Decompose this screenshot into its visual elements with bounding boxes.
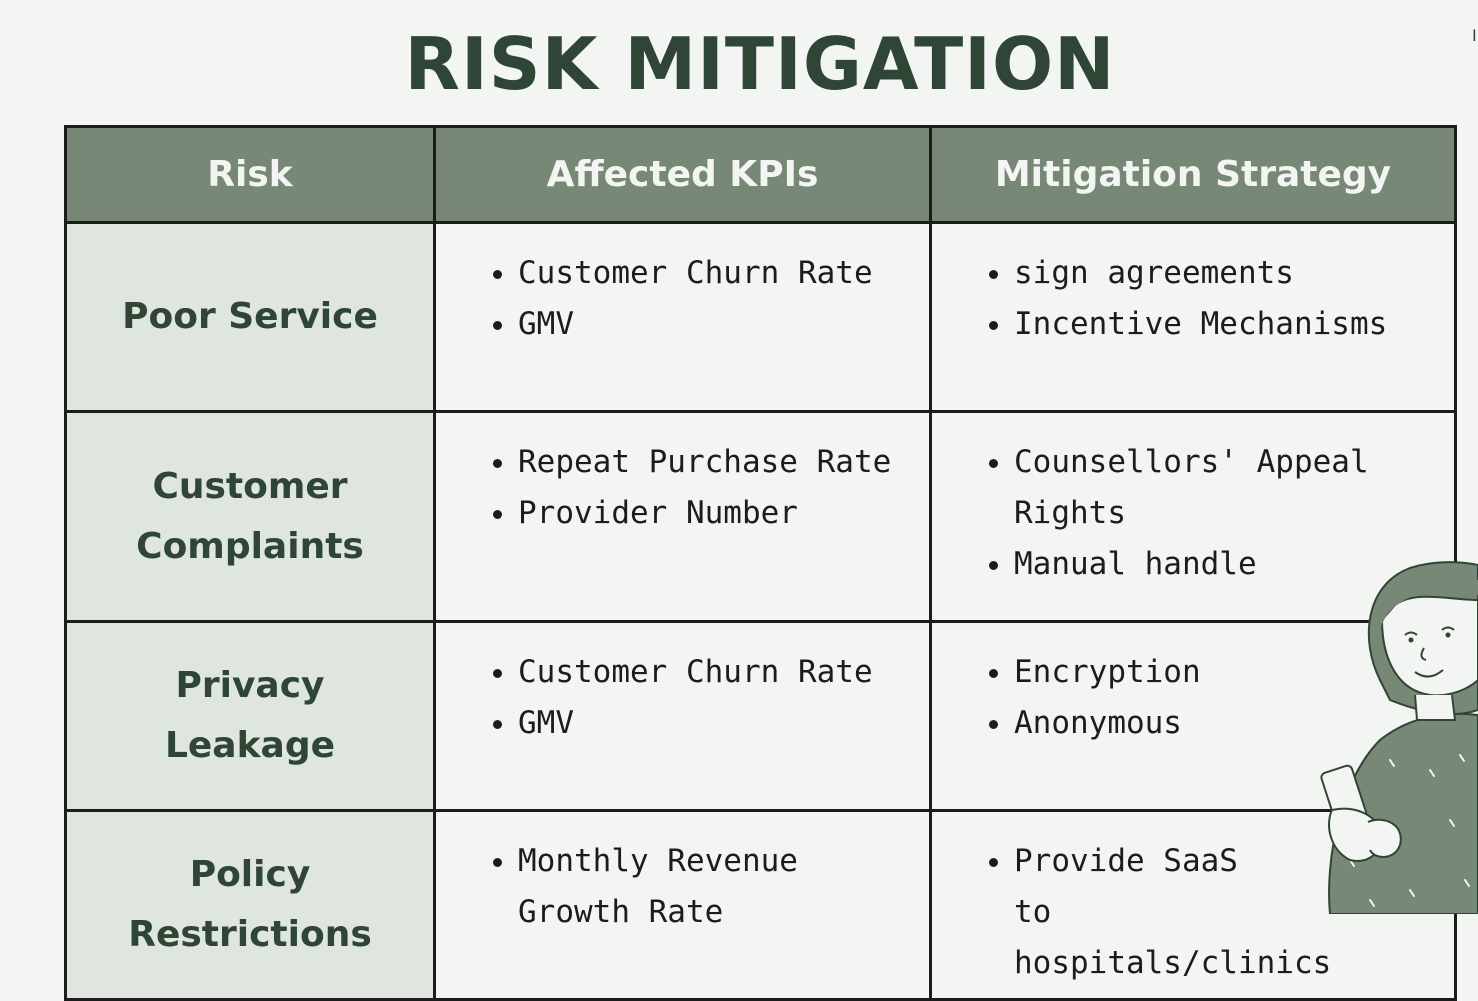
strategy-item: Incentive Mechanisms: [1014, 299, 1434, 350]
strategy-list: Counsellors' Appeal Rights Manual handle: [984, 437, 1434, 590]
strategy-item: Provide SaaS to hospitals/clinics: [1014, 836, 1331, 989]
page-title: RISK MITIGATION: [404, 22, 1116, 106]
kpi-cell: Customer Churn Rate GMV: [433, 620, 932, 812]
risk-name: Poor Service: [64, 221, 436, 413]
kpi-list: Monthly Revenue Growth Rate: [488, 836, 909, 938]
woman-reading-phone-illustration: [1320, 561, 1478, 914]
table-row: Poor Service Customer Churn Rate GMV sig…: [64, 221, 1457, 413]
table-header-row: Risk Affected KPIs Mitigation Strategy: [64, 125, 1457, 224]
kpi-item: Customer Churn Rate: [518, 248, 909, 299]
kpi-item: Repeat Purchase Rate: [518, 437, 909, 488]
kpi-item: Customer Churn Rate: [518, 647, 909, 698]
column-header-risk: Risk: [64, 125, 436, 224]
strategy-list: Encryption Anonymous: [984, 647, 1434, 749]
column-header-mitigation-strategy: Mitigation Strategy: [929, 125, 1457, 224]
kpi-cell: Repeat Purchase Rate Provider Number: [433, 410, 932, 623]
risk-mitigation-table: Risk Affected KPIs Mitigation Strategy P…: [64, 125, 1457, 1001]
table-row: Customer Complaints Repeat Purchase Rate…: [64, 410, 1457, 623]
strategy-item: Manual handle: [1014, 539, 1434, 590]
kpi-item: GMV: [518, 299, 909, 350]
table-row: Policy Restrictions Monthly Revenue Grow…: [64, 809, 1457, 1001]
strategy-item: Anonymous: [1014, 698, 1434, 749]
risk-name: Customer Complaints: [64, 410, 436, 623]
strategy-list: Provide SaaS to hospitals/clinics: [984, 836, 1331, 989]
corner-mark: I: [1472, 26, 1477, 45]
strategy-cell: Encryption Anonymous: [929, 620, 1457, 812]
column-header-affected-kpis: Affected KPIs: [433, 125, 932, 224]
kpi-list: Customer Churn Rate GMV: [488, 248, 909, 350]
risk-name: Policy Restrictions: [64, 809, 436, 1001]
kpi-list: Repeat Purchase Rate Provider Number: [488, 437, 909, 539]
strategy-item: Counsellors' Appeal Rights: [1014, 437, 1434, 539]
strategy-list: sign agreements Incentive Mechanisms: [984, 248, 1434, 350]
kpi-cell: Monthly Revenue Growth Rate: [433, 809, 932, 1001]
kpi-item: GMV: [518, 698, 909, 749]
strategy-item: Encryption: [1014, 647, 1434, 698]
kpi-item: Monthly Revenue Growth Rate: [518, 836, 909, 938]
kpi-cell: Customer Churn Rate GMV: [433, 221, 932, 413]
strategy-item: sign agreements: [1014, 248, 1434, 299]
strategy-cell: Counsellors' Appeal Rights Manual handle: [929, 410, 1457, 623]
risk-name: Privacy Leakage: [64, 620, 436, 812]
kpi-item: Provider Number: [518, 488, 909, 539]
strategy-cell: sign agreements Incentive Mechanisms: [929, 221, 1457, 413]
kpi-list: Customer Churn Rate GMV: [488, 647, 909, 749]
table-row: Privacy Leakage Customer Churn Rate GMV …: [64, 620, 1457, 812]
